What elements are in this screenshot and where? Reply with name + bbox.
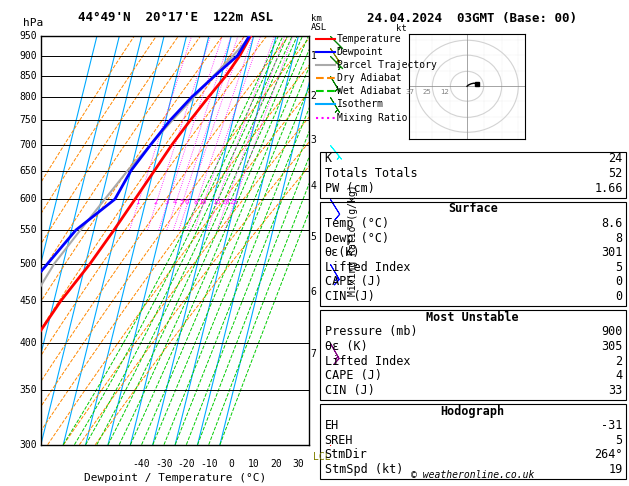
Text: 19: 19 bbox=[608, 463, 623, 476]
Text: 4: 4 bbox=[616, 369, 623, 382]
Text: 2: 2 bbox=[153, 199, 158, 205]
Text: Mixing Ratio (g/kg): Mixing Ratio (g/kg) bbox=[348, 185, 358, 296]
Text: 8.6: 8.6 bbox=[601, 217, 623, 230]
Text: Temperature: Temperature bbox=[337, 34, 401, 44]
Text: 10: 10 bbox=[199, 199, 207, 205]
Text: 1: 1 bbox=[135, 199, 140, 205]
Text: 3: 3 bbox=[165, 199, 169, 205]
Text: 850: 850 bbox=[19, 71, 37, 81]
Text: 4: 4 bbox=[311, 181, 316, 191]
Text: 44°49'N  20°17'E  122m ASL: 44°49'N 20°17'E 122m ASL bbox=[77, 11, 273, 23]
Text: 1: 1 bbox=[311, 51, 316, 61]
Text: Parcel Trajectory: Parcel Trajectory bbox=[337, 60, 437, 70]
Text: © weatheronline.co.uk: © weatheronline.co.uk bbox=[411, 470, 535, 480]
Text: km
ASL: km ASL bbox=[311, 14, 327, 33]
Text: 600: 600 bbox=[19, 194, 37, 204]
Text: 400: 400 bbox=[19, 338, 37, 348]
Text: 900: 900 bbox=[19, 51, 37, 61]
Text: SREH: SREH bbox=[325, 434, 353, 447]
Text: 350: 350 bbox=[19, 385, 37, 395]
Text: 5: 5 bbox=[179, 199, 184, 205]
Text: 750: 750 bbox=[19, 115, 37, 125]
Text: 25: 25 bbox=[422, 89, 431, 95]
Text: Pressure (mb): Pressure (mb) bbox=[325, 326, 417, 338]
Text: -40: -40 bbox=[133, 459, 150, 469]
Text: 305: 305 bbox=[601, 340, 623, 353]
Text: kt: kt bbox=[396, 24, 406, 33]
Text: EH: EH bbox=[325, 419, 339, 432]
Text: 7: 7 bbox=[311, 348, 316, 359]
Text: 650: 650 bbox=[19, 166, 37, 176]
Text: Most Unstable: Most Unstable bbox=[426, 311, 519, 324]
Text: 4: 4 bbox=[173, 199, 177, 205]
Text: Hodograph: Hodograph bbox=[441, 405, 504, 417]
Text: 20: 20 bbox=[270, 459, 282, 469]
Text: θε(K): θε(K) bbox=[325, 246, 360, 259]
Text: 3: 3 bbox=[311, 135, 316, 144]
Text: 8: 8 bbox=[194, 199, 198, 205]
Text: 950: 950 bbox=[19, 32, 37, 41]
Text: -30: -30 bbox=[155, 459, 173, 469]
Text: 25: 25 bbox=[229, 199, 238, 205]
Text: 2: 2 bbox=[616, 355, 623, 367]
Text: 24.04.2024  03GMT (Base: 00): 24.04.2024 03GMT (Base: 00) bbox=[367, 12, 577, 25]
Text: PW (cm): PW (cm) bbox=[325, 182, 374, 194]
Text: 550: 550 bbox=[19, 225, 37, 235]
Text: 0: 0 bbox=[228, 459, 234, 469]
Text: 10: 10 bbox=[248, 459, 259, 469]
Text: Dewpoint / Temperature (°C): Dewpoint / Temperature (°C) bbox=[84, 473, 266, 483]
Text: Mixing Ratio: Mixing Ratio bbox=[337, 113, 407, 122]
Text: K: K bbox=[325, 153, 331, 165]
Text: Temp (°C): Temp (°C) bbox=[325, 217, 389, 230]
Text: 301: 301 bbox=[601, 246, 623, 259]
Text: 0: 0 bbox=[616, 290, 623, 303]
Text: Surface: Surface bbox=[448, 203, 498, 215]
Text: Lifted Index: Lifted Index bbox=[325, 355, 410, 367]
Text: 8: 8 bbox=[616, 232, 623, 244]
Text: CAPE (J): CAPE (J) bbox=[325, 369, 382, 382]
Text: CAPE (J): CAPE (J) bbox=[325, 276, 382, 288]
Text: 500: 500 bbox=[19, 259, 37, 269]
Text: hPa: hPa bbox=[23, 18, 43, 28]
Text: 12: 12 bbox=[440, 89, 449, 95]
Text: 264°: 264° bbox=[594, 449, 623, 461]
Text: Lifted Index: Lifted Index bbox=[325, 261, 410, 274]
Text: 800: 800 bbox=[19, 92, 37, 103]
Text: 30: 30 bbox=[292, 459, 304, 469]
Text: 5: 5 bbox=[311, 231, 316, 242]
Text: -10: -10 bbox=[200, 459, 218, 469]
Text: 900: 900 bbox=[601, 326, 623, 338]
Text: 24: 24 bbox=[608, 153, 623, 165]
Text: -31: -31 bbox=[601, 419, 623, 432]
Text: StmSpd (kt): StmSpd (kt) bbox=[325, 463, 403, 476]
Text: 6: 6 bbox=[311, 287, 316, 297]
Text: 300: 300 bbox=[19, 440, 37, 450]
Text: Dewp (°C): Dewp (°C) bbox=[325, 232, 389, 244]
Text: StmDir: StmDir bbox=[325, 449, 367, 461]
Text: CIN (J): CIN (J) bbox=[325, 384, 374, 397]
Text: θε (K): θε (K) bbox=[325, 340, 367, 353]
Text: 15: 15 bbox=[212, 199, 220, 205]
Text: Wet Adiabat: Wet Adiabat bbox=[337, 87, 401, 96]
Text: CIN (J): CIN (J) bbox=[325, 290, 374, 303]
Text: 20: 20 bbox=[221, 199, 230, 205]
Text: Dewpoint: Dewpoint bbox=[337, 47, 384, 57]
Text: 450: 450 bbox=[19, 296, 37, 306]
Text: 1.66: 1.66 bbox=[594, 182, 623, 194]
Text: 0: 0 bbox=[616, 276, 623, 288]
Text: Totals Totals: Totals Totals bbox=[325, 167, 417, 180]
Text: Dry Adiabat: Dry Adiabat bbox=[337, 73, 401, 83]
Text: LCL: LCL bbox=[313, 452, 330, 462]
Text: 52: 52 bbox=[608, 167, 623, 180]
Text: 5: 5 bbox=[616, 434, 623, 447]
Text: 37: 37 bbox=[406, 89, 415, 95]
Text: 33: 33 bbox=[608, 384, 623, 397]
Text: -20: -20 bbox=[177, 459, 195, 469]
Text: 6: 6 bbox=[185, 199, 189, 205]
Text: 2: 2 bbox=[311, 91, 316, 102]
Text: 5: 5 bbox=[616, 261, 623, 274]
Text: 700: 700 bbox=[19, 139, 37, 150]
Text: Isotherm: Isotherm bbox=[337, 100, 384, 109]
